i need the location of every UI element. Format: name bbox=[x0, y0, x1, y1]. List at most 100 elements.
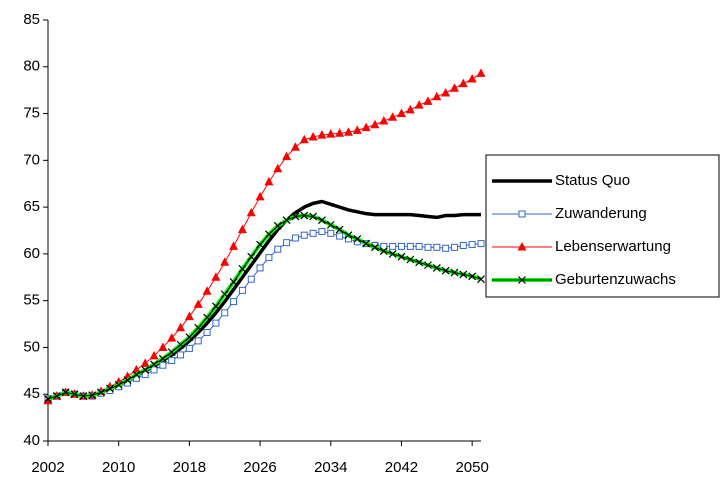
marker bbox=[450, 268, 459, 277]
marker bbox=[229, 241, 239, 250]
legend-marker bbox=[518, 276, 526, 284]
marker bbox=[361, 122, 371, 132]
marker bbox=[185, 333, 194, 342]
legend-marker bbox=[517, 242, 527, 251]
marker bbox=[255, 191, 265, 201]
marker bbox=[424, 243, 432, 251]
marker bbox=[150, 360, 158, 369]
marker bbox=[326, 220, 335, 229]
marker bbox=[282, 151, 292, 161]
marker bbox=[176, 340, 185, 349]
marker bbox=[371, 243, 379, 252]
y-tick-label: 55 bbox=[23, 292, 40, 309]
marker bbox=[220, 257, 230, 266]
marker bbox=[441, 266, 450, 275]
legend-box bbox=[485, 154, 720, 298]
marker bbox=[291, 234, 299, 242]
marker bbox=[397, 252, 406, 261]
marker bbox=[405, 104, 415, 114]
y-tick-label: 85 bbox=[23, 11, 40, 28]
marker bbox=[220, 290, 229, 299]
legend-label: Geburtenzuwachs bbox=[555, 271, 676, 288]
marker bbox=[477, 275, 485, 284]
x-tick-label: 2042 bbox=[385, 459, 418, 476]
marker bbox=[168, 357, 176, 365]
marker bbox=[300, 231, 308, 239]
marker bbox=[441, 87, 451, 97]
y-tick-label: 75 bbox=[23, 105, 40, 122]
marker bbox=[468, 241, 476, 249]
marker bbox=[388, 112, 398, 121]
marker bbox=[318, 216, 326, 225]
marker bbox=[176, 322, 186, 332]
marker bbox=[221, 309, 229, 317]
marker bbox=[203, 328, 211, 336]
marker bbox=[264, 176, 274, 186]
y-tick-label: 80 bbox=[23, 58, 40, 75]
marker bbox=[194, 323, 203, 332]
marker bbox=[273, 221, 282, 230]
marker bbox=[256, 240, 265, 249]
marker bbox=[353, 234, 362, 243]
marker bbox=[177, 351, 185, 359]
marker bbox=[247, 252, 256, 261]
x-tick-label: 2050 bbox=[455, 459, 488, 476]
marker bbox=[184, 311, 194, 321]
legend-label: Status Quo bbox=[555, 172, 630, 189]
marker bbox=[388, 249, 397, 258]
marker bbox=[202, 286, 212, 295]
marker bbox=[61, 388, 70, 397]
marker bbox=[237, 224, 247, 234]
marker bbox=[265, 254, 273, 262]
marker bbox=[194, 337, 202, 345]
marker bbox=[317, 130, 327, 139]
legend-marker bbox=[518, 210, 526, 218]
marker bbox=[44, 394, 52, 403]
marker bbox=[203, 313, 211, 322]
marker bbox=[158, 354, 167, 363]
marker bbox=[370, 119, 380, 129]
marker bbox=[308, 131, 318, 141]
marker bbox=[229, 278, 238, 286]
legend-label: Zuwanderung bbox=[555, 205, 647, 222]
marker bbox=[230, 298, 238, 306]
marker bbox=[415, 242, 423, 250]
marker bbox=[158, 342, 168, 351]
marker bbox=[327, 229, 335, 237]
marker bbox=[449, 83, 459, 92]
x-tick-label: 2026 bbox=[243, 459, 276, 476]
marker bbox=[433, 243, 441, 251]
marker bbox=[432, 263, 441, 272]
marker bbox=[211, 302, 220, 311]
marker bbox=[424, 261, 432, 270]
marker bbox=[167, 333, 177, 342]
marker bbox=[309, 229, 317, 237]
marker bbox=[238, 264, 247, 273]
marker bbox=[396, 108, 406, 118]
marker bbox=[149, 350, 159, 360]
marker bbox=[132, 370, 141, 379]
marker bbox=[105, 384, 114, 393]
marker bbox=[159, 361, 167, 369]
marker bbox=[274, 245, 282, 253]
y-tick-label: 70 bbox=[23, 151, 40, 168]
marker bbox=[352, 125, 362, 134]
marker bbox=[167, 348, 176, 357]
marker bbox=[415, 258, 424, 267]
marker bbox=[52, 392, 61, 401]
marker bbox=[414, 100, 424, 109]
marker bbox=[291, 212, 300, 221]
marker bbox=[43, 395, 53, 405]
y-tick-label: 65 bbox=[23, 198, 40, 215]
marker bbox=[459, 241, 467, 249]
marker bbox=[79, 392, 88, 401]
marker bbox=[318, 227, 326, 235]
marker bbox=[282, 216, 291, 225]
marker bbox=[264, 230, 273, 239]
marker bbox=[458, 78, 468, 88]
x-tick-label: 2034 bbox=[314, 459, 347, 476]
marker bbox=[114, 380, 123, 389]
marker bbox=[290, 142, 300, 151]
marker bbox=[467, 73, 477, 83]
marker bbox=[211, 272, 221, 281]
